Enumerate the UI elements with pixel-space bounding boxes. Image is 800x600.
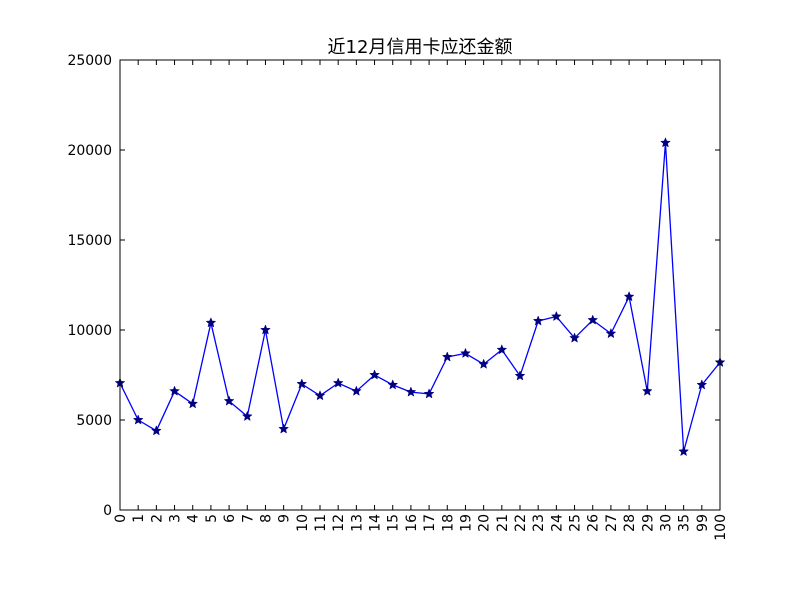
data-point-star — [405, 386, 417, 397]
y-tick-label: 0 — [103, 503, 112, 519]
x-tick-label: 19 — [458, 514, 474, 532]
x-tick-label: 28 — [622, 514, 638, 532]
plot-area — [120, 60, 720, 510]
x-tick-label: 7 — [240, 514, 256, 523]
x-tick-label: 17 — [422, 514, 438, 532]
x-tick-label: 16 — [404, 514, 420, 532]
data-point-star — [169, 385, 180, 396]
data-point-star — [260, 324, 271, 335]
x-tick-label: 5 — [204, 514, 220, 523]
x-tick-label: 11 — [313, 514, 329, 532]
x-tick-label: 0 — [113, 514, 129, 523]
plot-frame — [119, 59, 721, 511]
data-point-star — [132, 414, 144, 425]
data-point-star — [314, 390, 326, 401]
x-tick-label: 9 — [277, 514, 293, 523]
y-tick-label: 15000 — [67, 233, 112, 249]
data-point-star — [187, 398, 199, 409]
data-point-star — [278, 423, 290, 434]
data-point-star — [605, 327, 617, 339]
y-tick-label: 5000 — [76, 413, 112, 429]
x-axis: 0 1 2 3 4 5 6 7 8 9 10 11 12 13 14 15 16 17 18 19 20 21 22 23 24… — [113, 60, 729, 541]
data-point-star — [296, 378, 308, 389]
x-tick-label: 3 — [168, 514, 184, 523]
x-tick-label: 18 — [440, 514, 456, 532]
x-tick-label: 10 — [295, 514, 311, 532]
data-point-star — [678, 445, 690, 457]
y-axis: 0 5000 10000 15000 20000 25000 — [67, 53, 720, 519]
data-point-star — [241, 410, 253, 421]
x-tick-label: 21 — [495, 514, 511, 532]
data-point-star — [350, 385, 362, 396]
y-tick-label: 10000 — [67, 323, 112, 339]
x-tick-label: 24 — [549, 514, 565, 532]
x-tick-label: 99 — [695, 514, 711, 532]
data-point-star — [387, 379, 399, 390]
x-tick-label: 35 — [677, 514, 693, 532]
data-point-star — [478, 358, 490, 369]
x-tick-label: 20 — [477, 514, 493, 532]
x-tick-label: 13 — [349, 514, 365, 532]
x-tick-label: 15 — [386, 514, 402, 532]
chart-title: 近12月信用卡应还金额 — [328, 37, 513, 58]
data-point-star — [369, 369, 380, 380]
data-point-star — [623, 291, 635, 302]
data-point-star — [150, 425, 162, 436]
y-tick-label: 20000 — [67, 143, 112, 159]
x-tick-label: 22 — [513, 514, 529, 532]
data-point-star — [423, 388, 435, 399]
data-point-star — [660, 137, 671, 148]
data-point-star — [532, 315, 544, 326]
data-point-star — [460, 347, 471, 358]
x-tick-label: 1 — [131, 514, 147, 523]
x-tick-label: 100 — [713, 514, 729, 541]
x-tick-label: 27 — [604, 514, 620, 532]
data-point-star — [514, 370, 526, 381]
x-tick-label: 2 — [149, 514, 165, 523]
data-point-star — [223, 395, 235, 406]
x-tick-label: 23 — [531, 514, 547, 532]
data-point-star — [641, 385, 653, 396]
data-point-star — [696, 379, 708, 390]
data-point-star — [496, 344, 508, 355]
x-tick-label: 30 — [658, 514, 674, 532]
x-tick-label: 26 — [586, 514, 602, 532]
data-point-star — [441, 351, 453, 362]
data-point-star — [550, 310, 562, 322]
series-polyline — [119, 142, 721, 453]
data-point-star — [569, 332, 580, 343]
data-point-star — [205, 317, 217, 328]
x-tick-label: 4 — [186, 514, 202, 523]
x-tick-label: 6 — [222, 514, 238, 523]
x-tick-label: 29 — [640, 514, 656, 532]
data-point-star — [587, 314, 599, 325]
y-tick-label: 25000 — [67, 53, 112, 69]
x-tick-label: 8 — [258, 514, 274, 523]
data-point-star — [332, 377, 344, 388]
x-tick-label: 12 — [331, 514, 347, 532]
x-tick-label: 25 — [568, 514, 584, 532]
x-tick-label: 14 — [368, 514, 384, 532]
